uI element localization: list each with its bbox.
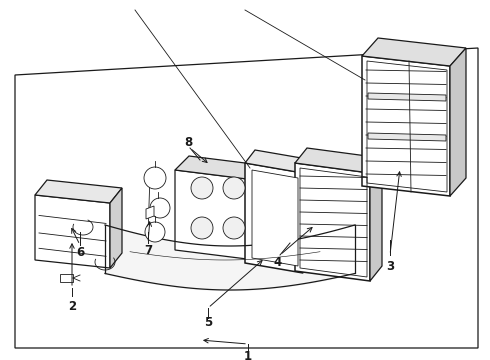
Polygon shape bbox=[255, 166, 269, 260]
Polygon shape bbox=[450, 48, 466, 196]
Polygon shape bbox=[295, 148, 382, 173]
Text: 5: 5 bbox=[204, 315, 212, 328]
Circle shape bbox=[145, 222, 165, 242]
Text: 4: 4 bbox=[274, 256, 282, 270]
Circle shape bbox=[150, 198, 170, 218]
Polygon shape bbox=[362, 56, 450, 196]
Polygon shape bbox=[110, 188, 122, 268]
Polygon shape bbox=[35, 195, 110, 268]
Text: 3: 3 bbox=[386, 261, 394, 274]
Text: 1: 1 bbox=[244, 350, 252, 360]
Polygon shape bbox=[175, 170, 255, 260]
Text: 2: 2 bbox=[68, 300, 76, 312]
Circle shape bbox=[191, 217, 213, 239]
Polygon shape bbox=[362, 38, 466, 66]
Polygon shape bbox=[175, 156, 269, 180]
Polygon shape bbox=[370, 158, 382, 281]
Polygon shape bbox=[252, 170, 298, 266]
Polygon shape bbox=[35, 180, 122, 203]
Polygon shape bbox=[245, 163, 303, 273]
Polygon shape bbox=[368, 133, 446, 141]
Polygon shape bbox=[146, 206, 154, 219]
Circle shape bbox=[223, 177, 245, 199]
Polygon shape bbox=[295, 163, 370, 281]
Polygon shape bbox=[245, 150, 313, 173]
Polygon shape bbox=[368, 93, 446, 101]
Circle shape bbox=[144, 167, 166, 189]
Circle shape bbox=[223, 217, 245, 239]
Polygon shape bbox=[60, 274, 73, 282]
Polygon shape bbox=[15, 48, 478, 348]
Text: 6: 6 bbox=[76, 246, 84, 258]
Text: 7: 7 bbox=[144, 243, 152, 256]
Text: 8: 8 bbox=[184, 136, 192, 149]
Circle shape bbox=[191, 177, 213, 199]
